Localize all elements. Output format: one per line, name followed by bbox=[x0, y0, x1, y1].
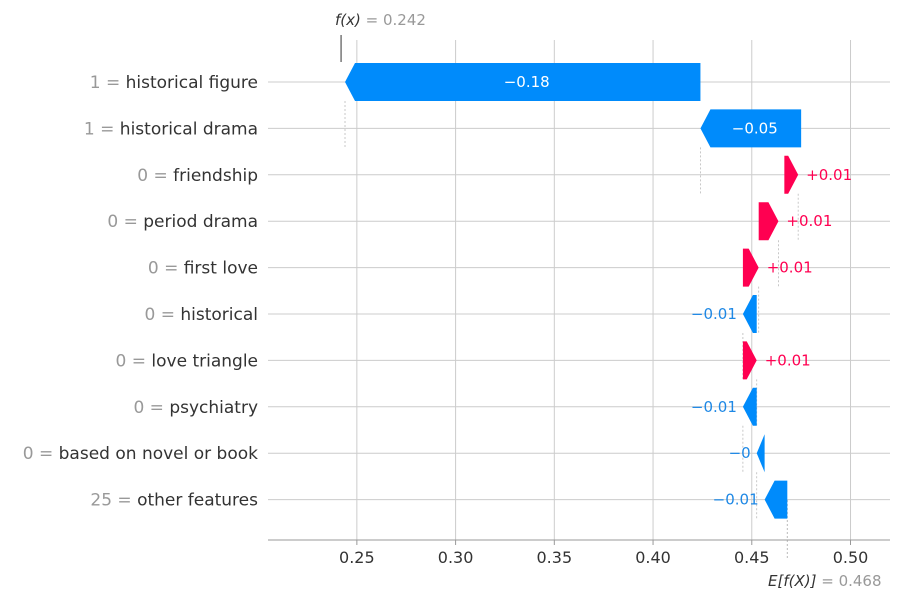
feature-value-0: 1 = bbox=[90, 73, 126, 93]
x-tick-label-0: 0.25 bbox=[339, 548, 375, 567]
value-label-1: −0.05 bbox=[732, 119, 778, 137]
feature-name-7: psychiatry bbox=[169, 398, 258, 418]
x-tick-label-2: 0.35 bbox=[537, 548, 573, 567]
feature-value-8: 0 = bbox=[23, 444, 59, 464]
value-label-2: +0.01 bbox=[806, 166, 852, 184]
feature-label-7: 0 = psychiatry bbox=[133, 398, 258, 418]
bar-2 bbox=[784, 155, 799, 194]
bar-layer bbox=[344, 63, 802, 519]
bar-7 bbox=[742, 387, 757, 426]
grid-layer bbox=[268, 35, 890, 560]
x-axis: 0.25 0.30 0.35 0.40 0.45 0.50 bbox=[268, 539, 890, 567]
feature-name-5: historical bbox=[180, 305, 258, 325]
feature-label-9: 25 = other features bbox=[90, 491, 258, 511]
feature-value-9: 25 = bbox=[90, 491, 137, 511]
feature-name-0: historical figure bbox=[126, 73, 258, 93]
feature-value-4: 0 = bbox=[148, 259, 184, 279]
bar-4 bbox=[742, 248, 759, 287]
value-label-7: −0.01 bbox=[691, 398, 737, 416]
efx-label: E[f(X)] = 0.468 bbox=[768, 572, 882, 590]
value-label-8: −0 bbox=[729, 444, 751, 462]
fx-value: 0.242 bbox=[383, 11, 426, 29]
value-label-4: +0.01 bbox=[767, 259, 813, 277]
feature-label-8: 0 = based on novel or book bbox=[23, 444, 258, 464]
value-label-3: +0.01 bbox=[786, 212, 832, 230]
feature-label-6: 0 = love triangle bbox=[116, 351, 258, 371]
x-tick-label-1: 0.30 bbox=[438, 548, 474, 567]
feature-label-1: 1 = historical drama bbox=[84, 119, 258, 139]
feature-value-7: 0 = bbox=[133, 398, 169, 418]
fx-equals: = bbox=[361, 11, 383, 29]
bar-0 bbox=[345, 63, 701, 101]
feature-name-2: friendship bbox=[173, 166, 258, 186]
feature-name-6: love triangle bbox=[151, 351, 258, 371]
value-label-5: −0.01 bbox=[691, 305, 737, 323]
bar-8 bbox=[756, 434, 765, 473]
feature-name-4: first love bbox=[184, 259, 258, 279]
fx-label: f(x) = 0.242 bbox=[335, 11, 426, 29]
feature-value-2: 0 = bbox=[137, 166, 173, 186]
feature-label-3: 0 = period drama bbox=[107, 212, 258, 232]
x-tick-label-4: 0.45 bbox=[734, 548, 770, 567]
feature-label-4: 0 = first love bbox=[148, 259, 258, 279]
value-label-6: +0.01 bbox=[765, 351, 811, 369]
feature-label-5: 0 = historical bbox=[145, 305, 259, 325]
efx-value: 0.468 bbox=[839, 572, 882, 590]
feature-label-0: 1 = historical figure bbox=[90, 73, 258, 93]
feature-name-3: period drama bbox=[143, 212, 258, 232]
bar-9 bbox=[764, 480, 788, 519]
x-tick-label-3: 0.40 bbox=[635, 548, 671, 567]
bar-6 bbox=[742, 341, 757, 380]
feature-name-1: historical drama bbox=[120, 119, 258, 139]
feature-name-8: based on novel or book bbox=[59, 444, 259, 464]
x-tick-label-5: 0.50 bbox=[833, 548, 869, 567]
feature-value-5: 0 = bbox=[145, 305, 181, 325]
bar-3 bbox=[758, 202, 779, 241]
efx-symbol: E[f(X)] bbox=[768, 572, 817, 590]
feature-value-3: 0 = bbox=[107, 212, 143, 232]
feature-label-2: 0 = friendship bbox=[137, 166, 258, 186]
feature-value-1: 1 = bbox=[84, 119, 120, 139]
bar-1 bbox=[700, 109, 802, 148]
efx-equals: = bbox=[816, 572, 838, 590]
value-label-9: −0.01 bbox=[713, 491, 759, 509]
label-layer: −0.18 1 = historical figure −0.05 1 = histo… bbox=[23, 73, 852, 511]
feature-value-6: 0 = bbox=[116, 351, 152, 371]
fx-symbol: f(x) bbox=[335, 11, 361, 29]
value-label-0: −0.18 bbox=[504, 73, 550, 91]
feature-name-9: other features bbox=[137, 491, 258, 511]
bar-5 bbox=[742, 295, 757, 333]
